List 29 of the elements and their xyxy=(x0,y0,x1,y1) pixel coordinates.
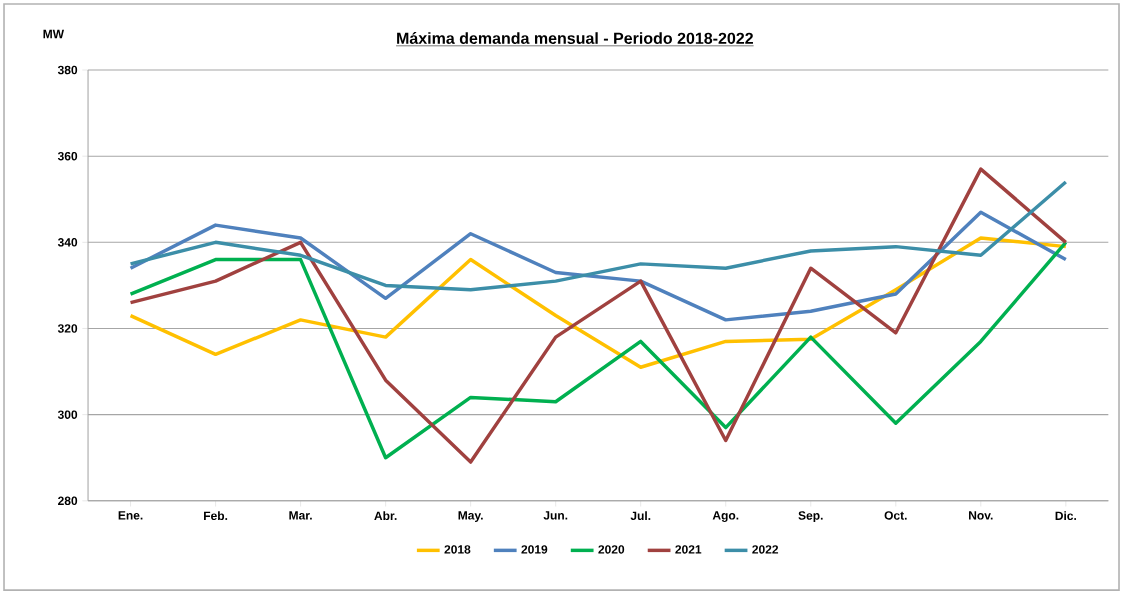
legend-label: 2021 xyxy=(675,545,702,554)
line-series xyxy=(128,167,1068,464)
x-tick-label: Oct. xyxy=(884,511,907,520)
x-tick-label: Jul. xyxy=(630,511,651,520)
line-series xyxy=(128,240,1068,460)
x-tick-label: May. xyxy=(458,511,483,522)
y-tick-label: 300 xyxy=(57,410,78,419)
y-tick-label: 340 xyxy=(57,237,78,247)
x-tick-label: Jun. xyxy=(543,511,568,520)
y-tick-label: 360 xyxy=(57,151,78,161)
line-series xyxy=(128,210,1068,322)
x-tick-label: Mar. xyxy=(289,511,312,520)
x-tick-label: Ago. xyxy=(712,511,739,522)
legend-label: 2018 xyxy=(444,545,471,554)
legend-label: 2019 xyxy=(521,545,548,554)
y-tick-label: 320 xyxy=(57,324,78,333)
line-series xyxy=(128,180,1068,292)
x-tick-label: Sep. xyxy=(798,511,823,523)
y-axis-title: MW xyxy=(43,29,65,39)
y-tick-label: 280 xyxy=(58,496,78,505)
y-tick-label: 380 xyxy=(57,65,78,75)
legend-label: 2022 xyxy=(752,545,779,554)
chart-title: Máxima demanda mensual - Periodo 2018-2022 xyxy=(397,31,753,44)
x-tick-label: Nov. xyxy=(969,511,993,520)
legend-label: 2020 xyxy=(598,545,625,554)
x-tick-label: Dic. xyxy=(1055,511,1076,520)
x-tick-label: Abr. xyxy=(374,511,397,520)
x-tick-label: Ene. xyxy=(118,511,143,520)
x-tick-label: Feb. xyxy=(204,511,228,520)
